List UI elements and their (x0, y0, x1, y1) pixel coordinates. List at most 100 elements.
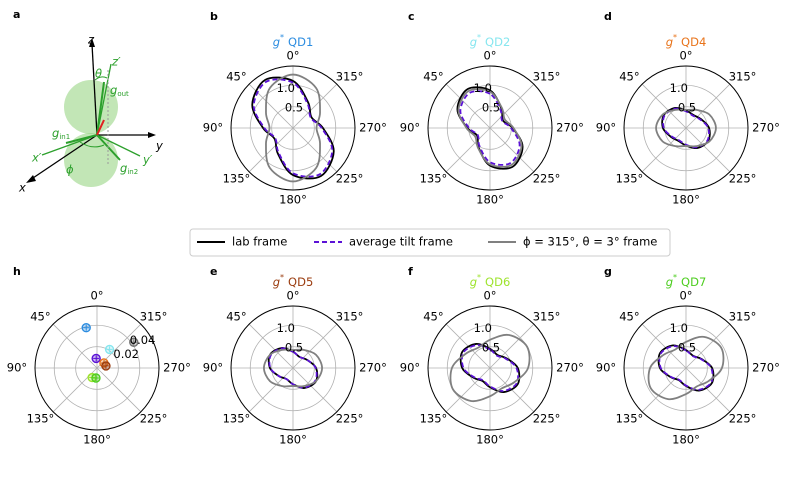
r-grid-line (249, 84, 337, 172)
vector-subscript: out (117, 90, 129, 98)
red-arrow (96, 119, 105, 136)
g-in1-arrow (65, 134, 98, 144)
axis-label: y′ (142, 153, 153, 167)
theta-tick-label: 180° (83, 433, 111, 447)
vector-label: gout (110, 83, 129, 99)
z-axis (91, 43, 98, 136)
axis-label: x′ (31, 151, 42, 165)
r-grid-line (249, 324, 337, 412)
panel-label: f (408, 265, 413, 278)
theta-tick-label: 45° (226, 70, 246, 84)
theta-tick-label: 45° (423, 310, 443, 324)
panel-label: b (210, 10, 218, 23)
legend: lab frame average tilt frame ϕ = 315°, θ =… (189, 228, 671, 257)
arrow-head (26, 175, 36, 183)
vector-subscript: in1 (59, 133, 70, 141)
theta-tick-label: 45° (619, 310, 639, 324)
title-superscript: * (280, 33, 284, 42)
theta-grid-line (641, 323, 687, 369)
title-text: QD7 (681, 275, 706, 289)
r-grid-line (468, 346, 512, 390)
theta-grid-line (248, 323, 294, 369)
theta-tick-label: 45° (423, 70, 443, 84)
theta-grid-line (292, 367, 338, 413)
r-tick-label: 0.04 (130, 333, 156, 347)
panel-label: e (210, 265, 217, 278)
series-line (655, 108, 717, 148)
vector-subscript: in2 (127, 168, 138, 176)
diagram: a z x y z′ x′ y′ θ ϕ gout gin1 gin2 (13, 8, 163, 195)
theta-grid-line (52, 323, 98, 369)
theta-grid-line (52, 367, 98, 413)
series-line (647, 335, 725, 401)
series-line (662, 107, 710, 149)
theta-grid-line (445, 367, 491, 413)
theta-grid-line (445, 83, 491, 129)
theta-tick-label: 90° (203, 361, 223, 375)
theta-tick-label: 90° (596, 361, 616, 375)
series-line (449, 333, 531, 403)
chart-title: g* QD2 (470, 33, 511, 49)
theta-tick-label: 225° (729, 411, 757, 425)
theta-grid-line (641, 127, 687, 173)
theta-grid-line (641, 367, 687, 413)
axis-label: y (155, 139, 163, 153)
r-tick-label: 0.5 (482, 341, 500, 355)
r-tick-label: 1.0 (670, 81, 688, 95)
theta-grid-line (96, 367, 142, 413)
series-line (456, 86, 524, 170)
theta-tick-label: 315° (729, 310, 757, 324)
theta-tick-label: 225° (533, 411, 561, 425)
r-tick-label: 0.5 (482, 101, 500, 115)
theta-grid-line (685, 83, 731, 129)
title-symbol: g (470, 275, 477, 289)
panel-label: h (13, 265, 21, 278)
theta-tick-label: 90° (7, 361, 27, 375)
theta-tick-label: 180° (279, 193, 307, 207)
panel-label: g (604, 265, 612, 278)
r-grid-line (271, 106, 315, 150)
theta-tick-label: 180° (672, 433, 700, 447)
chart-title: g* QD6 (470, 273, 511, 289)
r-grid-line (446, 84, 534, 172)
theta-tick-label: 45° (30, 310, 50, 324)
angle-label: ϕ (66, 163, 74, 177)
title-text: QD5 (288, 275, 313, 289)
title-text: QD1 (288, 35, 313, 49)
theta-grid-line (445, 127, 491, 173)
vector-label: gin1 (52, 126, 70, 142)
theta-tick-label: 270° (752, 121, 780, 135)
r-grid-line (664, 106, 708, 150)
title-superscript: * (280, 273, 284, 282)
polar-spine (623, 65, 749, 191)
polar-spine (427, 65, 553, 191)
theta-grid-line (685, 367, 731, 413)
series-line (251, 76, 335, 180)
theta-tick-label: 135° (420, 411, 448, 425)
series-line (461, 344, 519, 392)
angle-label: θ (95, 67, 102, 81)
phi-arc (79, 141, 105, 148)
theta-tick-label: 0° (286, 49, 299, 63)
sphere (64, 133, 118, 187)
panel-label: d (604, 10, 612, 23)
theta-tick-label: 225° (336, 411, 364, 425)
panel-label: a (13, 8, 20, 21)
g-out-arrow (96, 81, 105, 136)
theta-grid-line (248, 127, 294, 173)
r-grid-line (642, 84, 730, 172)
theta-tick-label: 0° (679, 289, 692, 303)
theta-grid-line (685, 127, 731, 173)
theta-tick-label: 270° (163, 361, 191, 375)
theta-tick-label: 90° (400, 121, 420, 135)
theta-tick-label: 180° (279, 433, 307, 447)
r-tick-label: 0.5 (678, 341, 696, 355)
theta-tick-label: 315° (533, 310, 561, 324)
series-line (265, 73, 321, 183)
theta-grid-line (641, 83, 687, 129)
chart-title: g* QD1 (273, 33, 314, 49)
title-symbol: g (666, 35, 673, 49)
r-tick-label: 1.0 (277, 81, 295, 95)
legend-label: lab frame (232, 235, 287, 249)
